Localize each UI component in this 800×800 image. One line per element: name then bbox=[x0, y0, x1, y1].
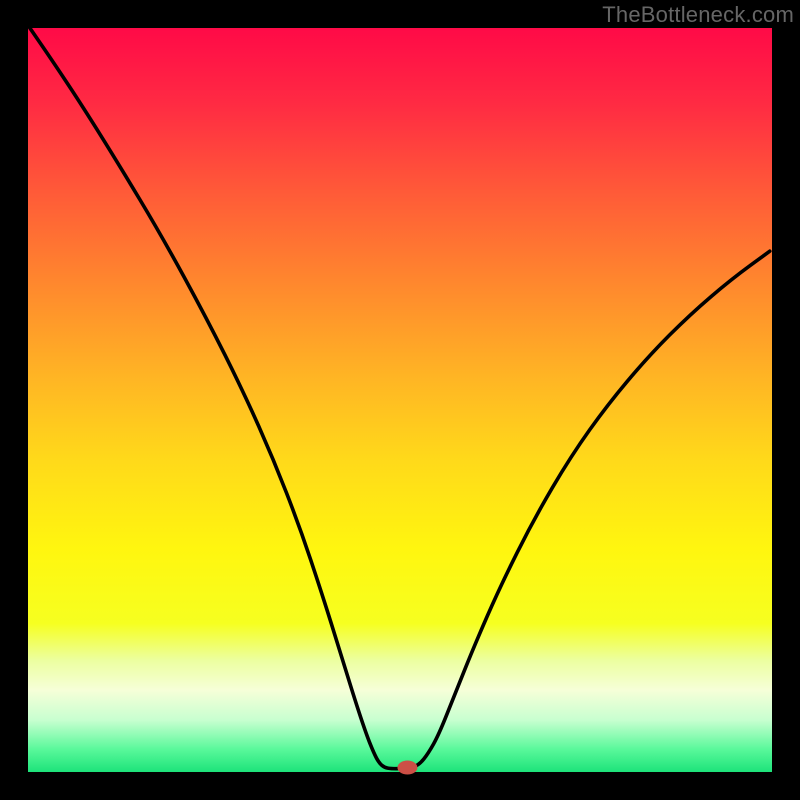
chart-container: TheBottleneck.com bbox=[0, 0, 800, 800]
optimum-marker bbox=[397, 761, 417, 775]
watermark-text: TheBottleneck.com bbox=[602, 0, 800, 28]
plot-background bbox=[28, 28, 772, 772]
bottleneck-chart bbox=[0, 0, 800, 800]
